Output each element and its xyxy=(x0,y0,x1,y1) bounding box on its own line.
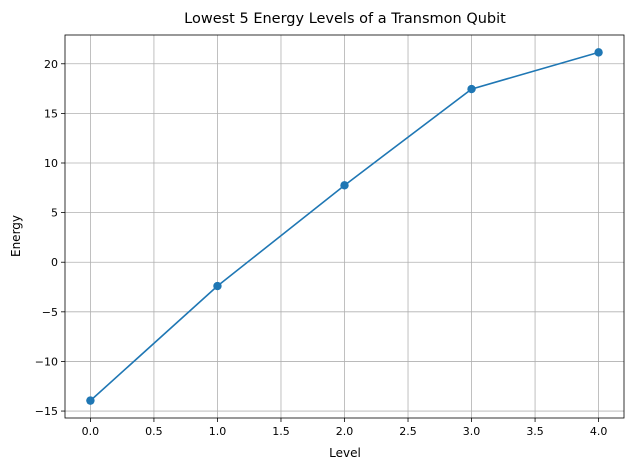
data-series xyxy=(86,48,603,405)
data-point xyxy=(213,281,222,291)
x-tick-label: 2.0 xyxy=(336,425,354,438)
chart-title: Lowest 5 Energy Levels of a Transmon Qub… xyxy=(184,11,506,27)
x-tick-label: 2.5 xyxy=(399,425,417,438)
y-tick-label: 15 xyxy=(44,107,58,120)
y-tick-label: 20 xyxy=(44,58,58,71)
x-axis-ticks: 0.0 0.5 1.0 1.5 2.0 2.5 3.0 3.5 4.0 xyxy=(82,418,608,438)
x-axis-label: Level xyxy=(329,446,361,460)
y-tick-label: −15 xyxy=(35,405,58,418)
x-tick-label: 1.0 xyxy=(209,425,227,438)
x-tick-label: 4.0 xyxy=(590,425,608,438)
x-tick-label: 0.0 xyxy=(82,425,100,438)
y-tick-label: −10 xyxy=(35,355,58,368)
y-axis-label: Energy xyxy=(9,215,23,257)
data-point xyxy=(594,48,603,57)
data-point xyxy=(467,84,476,94)
y-tick-label: 0 xyxy=(51,256,58,269)
data-point xyxy=(340,181,349,190)
y-axis-ticks: −15 −10 −5 0 5 10 15 20 xyxy=(35,58,65,418)
grid-lines xyxy=(65,35,624,418)
x-tick-label: 1.5 xyxy=(272,425,290,438)
y-tick-label: 10 xyxy=(44,157,58,170)
x-tick-label: 0.5 xyxy=(145,425,163,438)
x-tick-label: 3.0 xyxy=(463,425,481,438)
y-tick-label: −5 xyxy=(42,306,58,319)
data-point xyxy=(86,396,95,405)
x-tick-label: 3.5 xyxy=(526,425,544,438)
y-tick-label: 5 xyxy=(51,207,58,220)
